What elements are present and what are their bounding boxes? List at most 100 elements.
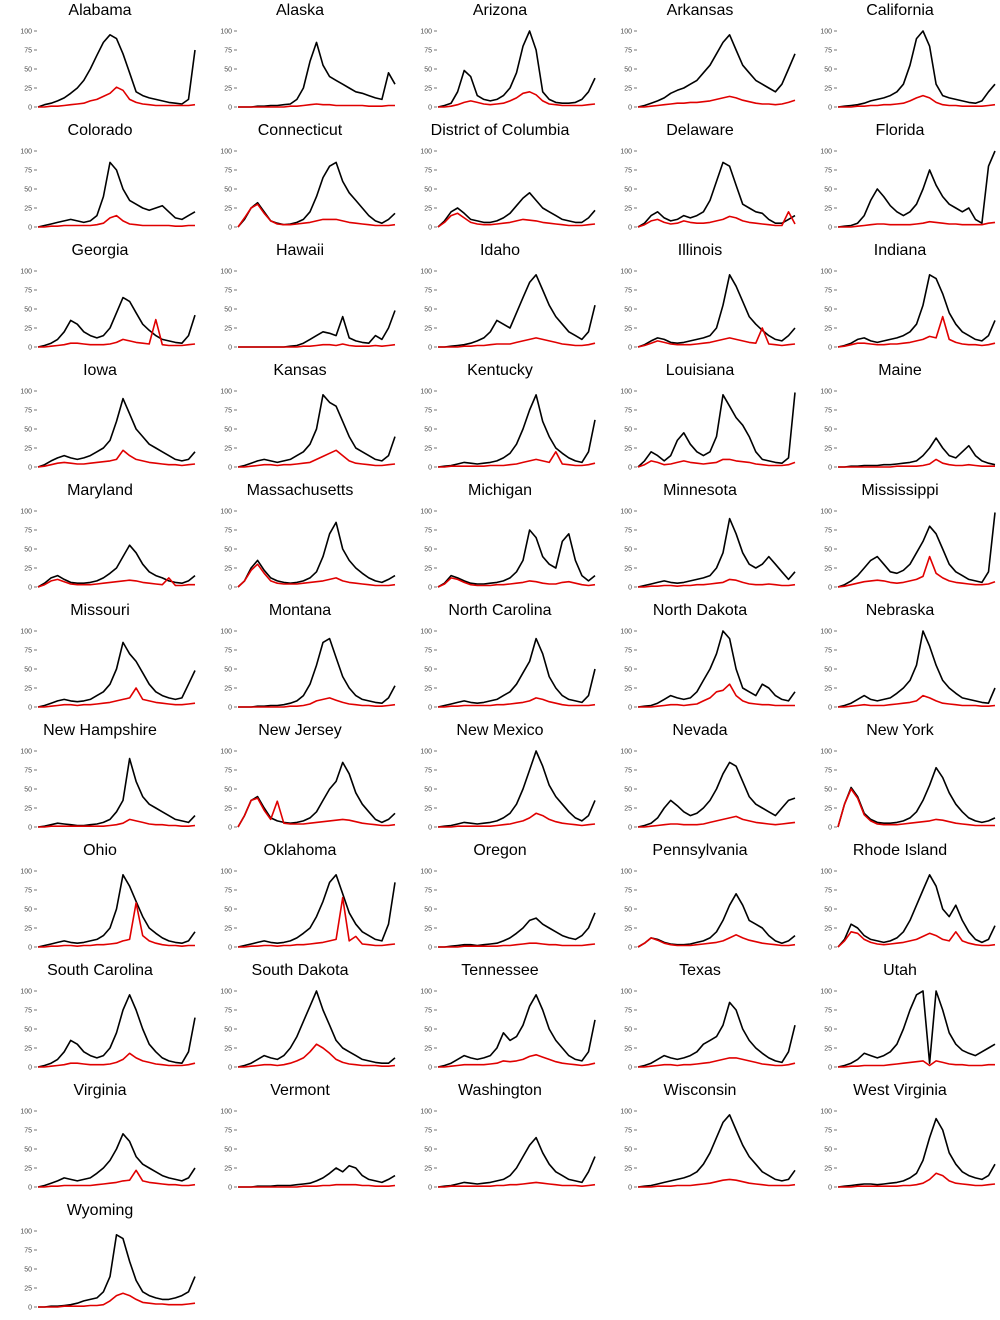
y-tick-label: 100 <box>620 1109 632 1116</box>
panel-plot: 0 25 50 75 100 <box>820 389 996 472</box>
panel-plot: 0 25 50 75 100 <box>420 389 596 472</box>
primary-series-line <box>238 41 396 108</box>
y-tick-label: 25 <box>24 206 32 213</box>
y-tick-label: 25 <box>224 806 232 813</box>
y-tick-label: 50 <box>224 787 232 794</box>
primary-series-line <box>437 637 596 708</box>
primary-series-line <box>37 641 196 708</box>
secondary-series-line <box>837 315 996 348</box>
chart-panel: Tennessee 0 25 50 75 100 <box>400 960 600 1080</box>
y-tick-label: 75 <box>24 888 32 895</box>
chart-panel: Kansas 0 25 50 75 100 <box>200 360 400 480</box>
panel-title: Maryland <box>67 482 133 499</box>
primary-series-line <box>437 30 596 108</box>
y-tick-label: 75 <box>824 768 832 775</box>
primary-series-line <box>637 33 796 108</box>
panel-plot: 0 25 50 75 100 <box>220 629 396 712</box>
y-tick-label: 25 <box>224 446 232 453</box>
y-tick-label: 75 <box>824 1008 832 1015</box>
y-tick-label: 0 <box>628 225 632 232</box>
y-tick-label: 75 <box>224 288 232 295</box>
y-tick-label: 75 <box>624 768 632 775</box>
y-tick-label: 100 <box>420 989 432 996</box>
panel-plot: 0 25 50 75 100 <box>220 869 396 952</box>
panel-plot: 0 25 50 75 100 <box>20 269 196 352</box>
y-tick-label: 50 <box>424 187 432 194</box>
panel-title: Illinois <box>677 242 723 259</box>
y-tick-label: 0 <box>428 465 432 472</box>
y-tick-label: 100 <box>20 509 32 516</box>
chart-panel: Kentucky 0 25 50 75 100 <box>400 360 600 480</box>
chart-panel: North Dakota 0 25 50 75 100 <box>600 600 800 720</box>
y-tick-label: 50 <box>624 907 632 914</box>
panel-plot: 0 25 50 75 100 <box>420 629 596 712</box>
y-tick-label: 100 <box>620 269 632 276</box>
y-tick-label: 50 <box>224 427 232 434</box>
y-tick-label: 75 <box>424 648 432 655</box>
y-tick-label: 75 <box>224 1008 232 1015</box>
y-tick-label: 0 <box>828 345 832 352</box>
y-tick-label: 50 <box>24 1027 32 1034</box>
y-tick-label: 75 <box>424 168 432 175</box>
panel-plot: 0 25 50 75 100 <box>220 29 396 112</box>
secondary-series-line <box>437 212 596 228</box>
chart-panel: Vermont 0 25 50 75 100 <box>200 1080 400 1200</box>
y-tick-label: 75 <box>24 288 32 295</box>
y-tick-label: 50 <box>624 1027 632 1034</box>
y-tick-label: 0 <box>428 585 432 592</box>
y-tick-label: 25 <box>624 926 632 933</box>
y-tick-label: 100 <box>220 749 232 756</box>
y-tick-label: 50 <box>824 907 832 914</box>
y-tick-label: 75 <box>424 1008 432 1015</box>
y-tick-label: 100 <box>220 29 232 36</box>
y-tick-label: 0 <box>28 1185 32 1192</box>
chart-panel: Wisconsin 0 25 50 75 100 <box>600 1080 800 1200</box>
y-tick-label: 50 <box>424 787 432 794</box>
panel-plot: 0 25 50 75 100 <box>20 869 196 952</box>
y-tick-label: 0 <box>228 1065 232 1072</box>
y-tick-label: 0 <box>628 105 632 112</box>
y-tick-label: 25 <box>424 326 432 333</box>
secondary-series-line <box>238 896 396 948</box>
panel-title: Indiana <box>873 242 927 259</box>
secondary-series-line <box>438 1181 596 1188</box>
y-tick-label: 100 <box>220 269 232 276</box>
panel-plot: 0 25 50 75 100 <box>820 1109 996 1192</box>
primary-series-line <box>37 296 196 348</box>
y-tick-label: 25 <box>824 1046 832 1053</box>
y-tick-label: 50 <box>824 667 832 674</box>
chart-panel: West Virginia 0 25 50 75 100 <box>800 1080 1000 1200</box>
secondary-series-line <box>38 318 196 348</box>
panel-plot: 0 25 50 75 100 <box>820 749 996 832</box>
y-tick-label: 75 <box>24 768 32 775</box>
panel-plot: 0 25 50 75 100 <box>420 869 596 952</box>
y-tick-label: 100 <box>220 149 232 156</box>
panel-title: North Carolina <box>448 602 552 619</box>
y-tick-label: 50 <box>424 667 432 674</box>
panel-title: Wyoming <box>66 1202 134 1219</box>
y-tick-label: 75 <box>224 1128 232 1135</box>
chart-panel: Connecticut 0 25 50 75 100 <box>200 120 400 240</box>
panel-title: Hawaii <box>275 242 324 259</box>
primary-series-line <box>37 33 196 108</box>
secondary-series-line <box>38 902 195 948</box>
primary-series-line <box>37 757 196 828</box>
y-tick-label: 0 <box>228 1185 232 1192</box>
y-tick-label: 75 <box>24 648 32 655</box>
secondary-series-line <box>638 815 796 828</box>
y-tick-label: 75 <box>824 648 832 655</box>
y-tick-label: 50 <box>624 547 632 554</box>
panel-plot: 0 25 50 75 100 <box>20 509 196 592</box>
panel-plot: 0 25 50 75 100 <box>20 389 196 472</box>
chart-panel: California 0 25 50 75 100 <box>800 0 1000 120</box>
panel-plot: 0 25 50 75 100 <box>620 869 796 952</box>
y-tick-label: 25 <box>224 86 232 93</box>
y-tick-label: 50 <box>824 1147 832 1154</box>
y-tick-label: 0 <box>828 1185 832 1192</box>
secondary-series-line <box>38 1052 196 1068</box>
secondary-series-line <box>38 214 195 228</box>
y-tick-label: 25 <box>624 806 632 813</box>
y-tick-label: 100 <box>420 29 432 36</box>
y-tick-label: 50 <box>24 1147 32 1154</box>
panel-title: Alaska <box>275 2 325 19</box>
